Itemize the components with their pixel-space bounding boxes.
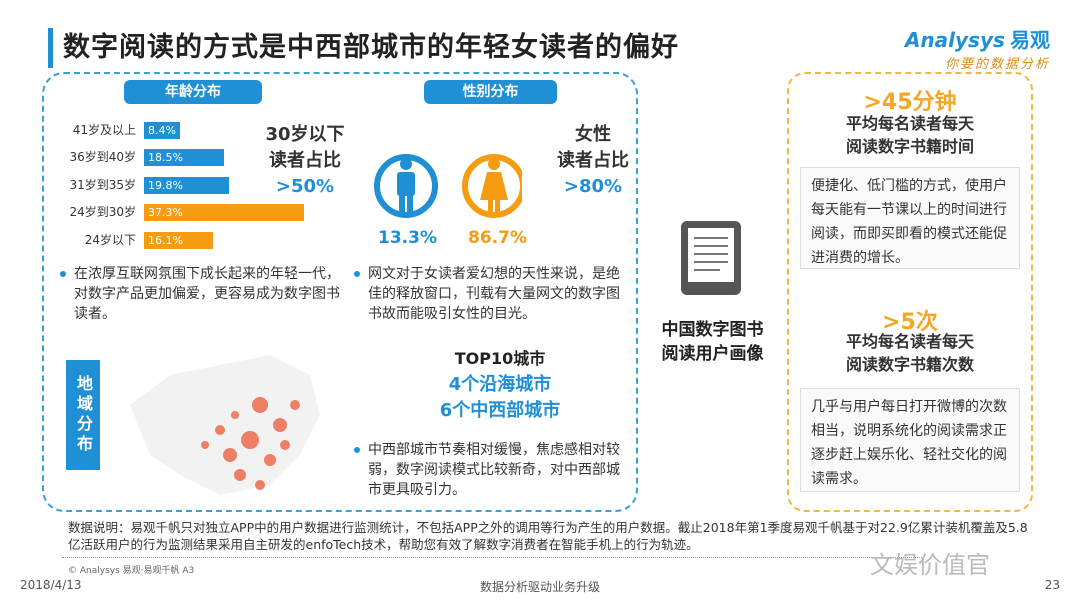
divider — [62, 557, 922, 558]
age-bar: 18.5% — [144, 149, 224, 166]
age-header: 年龄分布 — [124, 80, 262, 104]
age-label: 36岁到40岁 — [69, 150, 136, 164]
reading-count-value: >5次 — [882, 310, 938, 335]
age-highlight: 30岁以下 读者占比 >50% — [265, 124, 345, 197]
ebook-reader-icon — [681, 221, 741, 295]
age-label: 41岁及以上 — [72, 123, 136, 137]
age-label: 24岁以下 — [84, 233, 136, 247]
male-icon — [374, 154, 438, 218]
footer-center: 数据分析驱动业务升级 — [479, 580, 600, 594]
female-percent: 86.7% — [468, 228, 527, 248]
page-number: 23 — [1044, 578, 1060, 592]
reading-time-label: 平均每名读者每天 阅读数字书籍时间 — [845, 114, 974, 156]
age-label: 24岁到30岁 — [69, 205, 136, 219]
female-icon — [462, 154, 522, 218]
footer-date: 2018/4/13 — [20, 578, 82, 592]
age-bar: 37.3% — [144, 204, 305, 221]
male-percent: 13.3% — [378, 228, 437, 248]
region-bullet: 中西部城市节奏相对缓慢，焦虑感相对较弱，数字阅读模式比较新奇，对中西部城市更具吸… — [352, 440, 630, 500]
gender-header: 性别分布 — [424, 80, 557, 104]
page-title: 数字阅读的方式是中西部城市的年轻女读者的偏好 — [48, 28, 679, 68]
gender-highlight: 女性 读者占比 >80% — [557, 124, 629, 197]
data-footnote: 数据说明：易观千帆只对独立APP中的用户数据进行监测统计，不包括APP之外的调用… — [68, 520, 1028, 552]
central-western-cities: 6个中西部城市 — [439, 400, 561, 421]
region-label: 地域分布 — [66, 360, 100, 470]
stats-panel — [787, 72, 1033, 512]
analysys-logo: Analysys 易观 你要的数据分析 — [904, 28, 1050, 72]
copyright: © Analysys 易观·易观千帆 A3 — [68, 566, 195, 576]
coastal-cities: 4个沿海城市 — [448, 374, 552, 395]
age-bar: 16.1% — [144, 232, 214, 249]
reading-count-label: 平均每名读者每天 阅读数字书籍次数 — [845, 332, 974, 374]
gender-bullet: 网文对于女读者爱幻想的天性来说，是绝佳的释放窗口，刊载有大量网文的数字图书故而能… — [352, 264, 630, 324]
age-bullet: 在浓厚互联网氛围下成长起来的年轻一代，对数字产品更加偏爱，更容易成为数字图书读者… — [58, 264, 340, 324]
center-caption: 中国数字图书 阅读用户画像 — [661, 320, 764, 364]
reading-count-desc: 几乎与用户每日打开微博的次数相当，说明系统化的阅读需求正逐步赶上娱乐化、轻社交化… — [800, 388, 1020, 492]
top10-title: TOP10城市 — [454, 349, 546, 368]
reading-time-value: >45分钟 — [863, 90, 957, 115]
profile-panel — [42, 72, 638, 512]
china-map — [130, 355, 320, 495]
wechat-watermark: 文娱价值官 — [870, 551, 990, 579]
gender-icons — [374, 154, 522, 218]
age-label: 31岁到35岁 — [69, 178, 136, 192]
reading-time-desc: 便捷化、低门槛的方式，使用户每天能有一节课以上的时间进行阅读，而即买即看的模式还… — [800, 167, 1020, 269]
age-bar: 8.4% — [144, 122, 181, 139]
age-bar: 19.8% — [144, 177, 230, 194]
